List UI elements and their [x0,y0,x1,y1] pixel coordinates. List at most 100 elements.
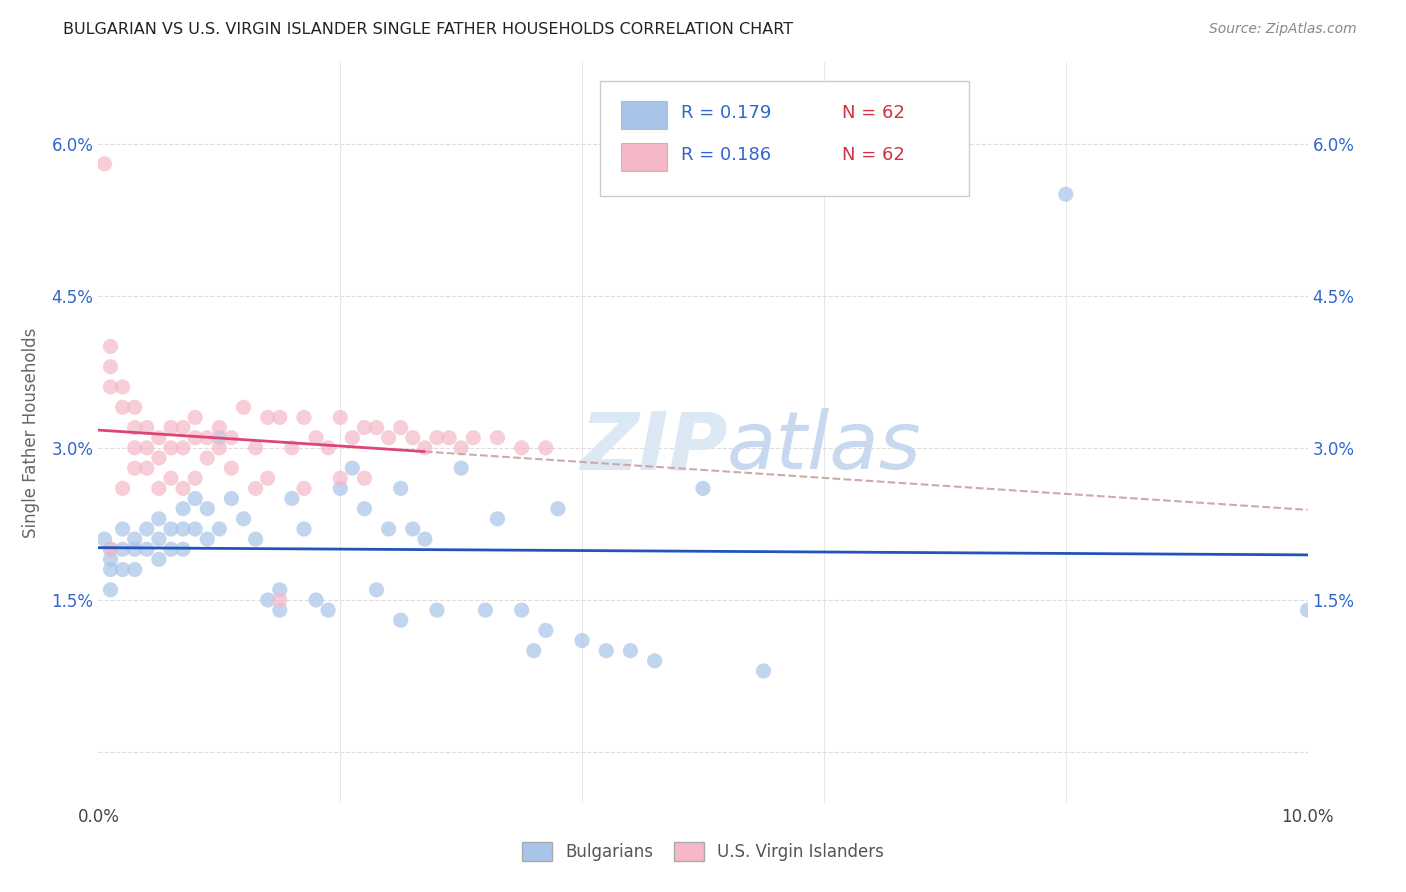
Point [752,664,775,678]
Point [184,522,207,536]
Point [100,542,122,557]
Point [100,582,122,597]
Text: BULGARIAN VS U.S. VIRGIN ISLANDER SINGLE FATHER HOUSEHOLDS CORRELATION CHART: BULGARIAN VS U.S. VIRGIN ISLANDER SINGLE… [63,22,793,37]
Point [413,532,436,546]
Point [413,441,436,455]
Point [221,461,243,475]
FancyBboxPatch shape [600,81,969,195]
Point [100,562,122,576]
Text: atlas: atlas [727,409,922,486]
Y-axis label: Single Father Households: Single Father Households [22,327,41,538]
Point [208,522,231,536]
Point [316,603,339,617]
Point [353,420,375,434]
Point [172,441,194,455]
Point [135,420,157,434]
Point [221,491,243,506]
Point [124,441,146,455]
Point [245,482,267,496]
Point [474,603,496,617]
Point [510,441,533,455]
Point [644,654,666,668]
Point [148,552,170,566]
Point [111,380,134,394]
Point [172,501,194,516]
Point [1054,187,1077,202]
Point [232,512,254,526]
Point [402,431,425,445]
Point [305,593,328,607]
Point [160,542,183,557]
Point [437,431,460,445]
Point [124,420,146,434]
Point [148,450,170,465]
Point [329,410,352,425]
Point [269,603,291,617]
Point [172,482,194,496]
Point [111,542,134,557]
Point [377,522,399,536]
Point [135,542,157,557]
Point [111,522,134,536]
Point [135,441,157,455]
Point [100,380,122,394]
Point [100,339,122,353]
Point [245,441,267,455]
Point [100,359,122,374]
Point [353,471,375,485]
Point [281,441,304,455]
Point [172,542,194,557]
Point [160,420,183,434]
Point [93,157,115,171]
Point [292,410,315,425]
Point [184,410,207,425]
Point [148,512,170,526]
Point [245,532,267,546]
Point [195,450,218,465]
Point [160,522,183,536]
Point [329,471,352,485]
Point [124,532,146,546]
Point [269,410,291,425]
Point [269,582,291,597]
Point [353,501,375,516]
Point [111,401,134,415]
Point [148,482,170,496]
Point [232,401,254,415]
Point [124,542,146,557]
Point [329,482,352,496]
Point [256,593,278,607]
Point [111,482,134,496]
Legend: Bulgarians, U.S. Virgin Islanders: Bulgarians, U.S. Virgin Islanders [522,842,884,861]
Point [389,482,412,496]
Point [195,431,218,445]
Text: ZIP: ZIP [579,409,727,486]
Point [292,522,315,536]
Point [450,461,472,475]
Point [534,624,557,638]
Point [160,441,183,455]
Text: N = 62: N = 62 [842,103,905,122]
Point [463,431,485,445]
Point [305,431,328,445]
Point [184,431,207,445]
Point [402,522,425,536]
Point [111,562,134,576]
Point [342,431,364,445]
Point [547,501,569,516]
Point [523,643,546,657]
Point [148,431,170,445]
Point [160,471,183,485]
Point [366,582,388,597]
Point [534,441,557,455]
Point [269,593,291,607]
Point [342,461,364,475]
Point [486,431,509,445]
Point [195,501,218,516]
Point [135,522,157,536]
Point [124,461,146,475]
Text: R = 0.186: R = 0.186 [682,146,772,164]
Text: Source: ZipAtlas.com: Source: ZipAtlas.com [1209,22,1357,37]
Point [389,420,412,434]
Point [426,431,449,445]
